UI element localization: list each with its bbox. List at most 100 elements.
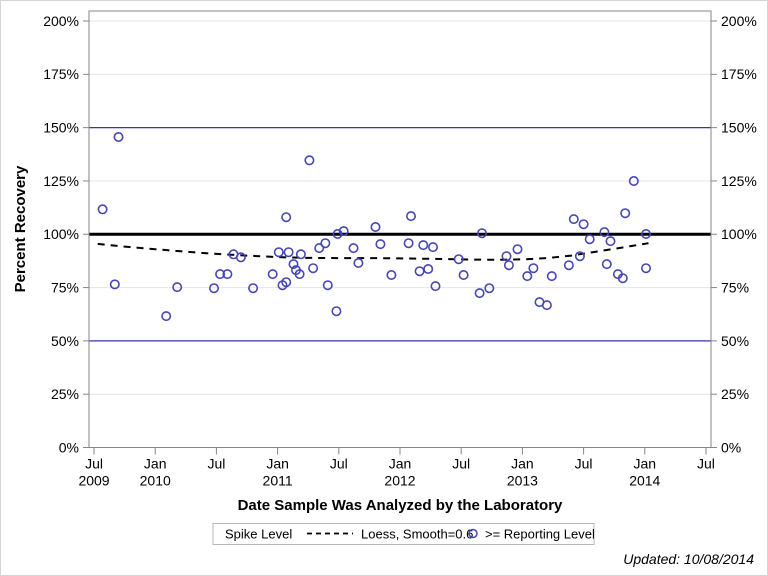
data-point-marker [476,228,487,239]
data-point-marker [522,271,533,282]
data-point-marker [563,260,574,271]
legend-border [212,523,595,545]
data-point-marker [568,214,579,225]
data-point-marker [161,311,172,322]
data-point-marker [474,288,485,299]
data-point-marker [541,300,552,311]
data-point-marker [248,283,259,294]
y-tick-label-left: 100% [43,226,79,242]
y-tick-label-left: 75% [51,279,79,295]
y-tick-label-left: 125% [43,173,79,189]
y-tick-label-right: 125% [721,173,757,189]
data-point-marker [332,229,343,240]
data-point-marker [584,234,595,245]
data-point-marker [353,257,364,268]
data-point-marker [338,226,349,237]
x-tick-label-month: Jan [266,456,289,472]
legend-label-reporting-level: >= Reporting Level [485,527,595,542]
data-point-marker [605,236,616,247]
data-point-marker [267,269,278,280]
data-point-marker [501,251,512,262]
data-point-marker [405,211,416,222]
legend: Spike Level Loess, Smooth=0.6 >= Reporti… [212,523,595,545]
y-tick-label-left: 50% [51,333,79,349]
legend-label-spike-level: Spike Level [225,527,292,542]
data-point-marker [386,269,397,280]
data-point-marker [403,238,414,249]
data-point-marker [453,254,464,265]
data-point-marker [628,176,639,187]
data-point-marker [235,252,246,263]
data-point-marker [109,279,120,290]
data-point-marker [304,155,315,166]
y-tick-label-right: 150% [721,120,757,136]
data-point-marker [512,244,523,255]
data-point-marker [578,219,589,230]
gridlines-layer [89,20,711,395]
data-point-marker [320,238,331,249]
x-tick-label-month: Jan [144,456,167,472]
data-point-marker [430,281,441,292]
data-point-marker [97,204,108,215]
x-tick-label-year: 2009 [78,473,109,489]
data-point-marker [574,251,585,262]
x-tick-label-month: Jul [697,456,715,472]
data-point-marker [620,208,631,219]
data-point-marker [222,269,233,280]
data-point-marker [295,249,306,260]
data-point-marker [617,273,628,284]
legend-circle-marker-icon [468,528,478,539]
x-tick-label-month: Jul [452,456,470,472]
data-point-marker [172,282,183,293]
data-point-marker [281,212,292,223]
data-point-marker [458,269,469,280]
data-point-marker [370,222,381,233]
y-tick-label-right: 100% [721,226,757,242]
updated-date-footnote: Updated: 10/08/2014 [623,551,754,567]
data-point-marker [418,240,429,251]
x-tick-label-year: 2013 [507,473,538,489]
data-point-marker [414,266,425,277]
data-point-marker [113,132,124,143]
x-axis-title: Date Sample Was Analyzed by the Laborato… [238,497,563,514]
y-tick-label-left: 0% [59,439,79,455]
x-tick-label-year: 2011 [263,473,293,489]
y-tick-label-left: 25% [51,386,79,402]
x-tick-label-month: Jul [85,456,103,472]
data-point-marker [599,227,610,238]
data-point-marker [503,260,514,271]
reference-lines-layer [89,126,711,342]
scatter-points-layer [97,132,651,322]
data-point-marker [546,271,557,282]
tick-labels-layer: 0% 0% 25% 25% 50% 50% 75% 75% 100% 100% 125% 125% 15… [43,13,757,489]
data-point-marker [484,283,495,294]
x-tick-label-month: Jul [207,456,225,472]
x-tick-label-year: 2014 [629,473,660,489]
y-tick-label-right: 0% [721,439,741,455]
data-point-marker [283,247,294,258]
y-tick-label-right: 200% [721,13,757,29]
y-axis-title: Percent Recovery [12,165,29,292]
data-point-marker [331,306,342,317]
data-point-marker [640,229,651,240]
x-tick-label-year: 2012 [384,473,415,489]
data-point-marker [308,263,319,274]
data-point-marker [281,277,292,288]
data-point-marker [375,239,386,250]
data-point-marker [215,269,226,280]
y-tick-label-left: 200% [43,13,79,29]
x-tick-label-month: Jan [389,456,412,472]
data-point-marker [528,263,539,274]
x-tick-label-month: Jan [511,456,534,472]
data-point-marker [314,243,325,254]
data-point-marker [640,263,651,274]
data-point-marker [209,283,220,294]
x-tick-label-month: Jul [330,456,348,472]
data-point-marker [601,259,612,270]
y-tick-label-left: 175% [43,66,79,82]
loess-curve [97,242,649,261]
y-tick-label-right: 50% [721,333,749,349]
y-tick-label-right: 75% [721,279,749,295]
